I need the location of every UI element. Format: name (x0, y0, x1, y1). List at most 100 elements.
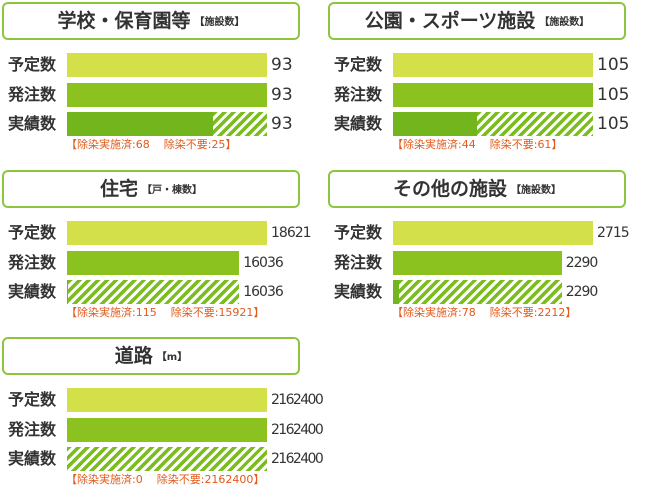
chart-title: 公園・スポーツ施設 (364, 9, 536, 32)
chart-unit-label: 【m】 (156, 351, 188, 363)
value-label-planned: 2715 (597, 225, 630, 241)
note-decontaminated-value: 115 (135, 306, 157, 319)
value-label-planned: 18621 (271, 225, 312, 241)
bar-row-ordered: 発注数 16036 (0, 251, 284, 275)
bar-row-actual: 実績数 105 (326, 112, 629, 136)
chart-unit-label: 【施設数】 (539, 16, 590, 28)
note-colon: : (132, 306, 136, 319)
note-open-bracket: 【 (392, 138, 403, 151)
category-label-ordered: 発注数 (334, 85, 383, 104)
bar-segment-not-required (68, 280, 240, 304)
bar-ordered (67, 83, 267, 107)
breakdown-note: 【 除染実施済 : 44 除染不要 : 61 】 (392, 138, 562, 151)
value-label-planned: 2162400 (271, 392, 324, 408)
bar-row-planned: 予定数 2715 (326, 221, 630, 245)
note-not-required-value: 15921 (218, 306, 254, 319)
breakdown-note: 【 除染実施済 : 68 除染不要 : 25 】 (66, 138, 236, 151)
value-label-actual: 16036 (243, 284, 284, 300)
bar-row-actual: 実績数 16036 (0, 280, 284, 304)
bar-actual (393, 280, 562, 304)
bar-row-actual: 実績数 93 (0, 112, 293, 136)
bar-actual (393, 112, 593, 136)
bar-planned (67, 221, 267, 245)
value-label-planned: 105 (597, 55, 630, 75)
note-colon: : (458, 306, 462, 319)
bar-row-actual: 実績数 2290 (326, 280, 598, 304)
note-not-required-label: 除染不要 (489, 138, 534, 151)
value-label-actual: 2162400 (271, 451, 324, 467)
chart-title: その他の施設 (392, 177, 507, 200)
chart-title: 学校・保育園等 (57, 9, 191, 32)
note-not-required-value: 25 (211, 138, 226, 151)
chart-panel-other-facilities: その他の施設 【施設数】 予定数 2715 発注数 2290 実績数 2290 … (326, 168, 650, 320)
bar-ordered (393, 83, 593, 107)
bar-actual (67, 280, 240, 304)
note-colon: : (533, 306, 538, 319)
value-label-ordered: 16036 (243, 255, 284, 271)
category-label-actual: 実績数 (8, 449, 57, 468)
note-not-required-value: 2212 (537, 306, 566, 319)
bar-planned (67, 53, 267, 77)
note-decontaminated-value: 0 (135, 473, 143, 486)
breakdown-note: 【 除染実施済 : 115 除染不要 : 15921 】 (66, 306, 264, 319)
bar-row-planned: 予定数 18621 (0, 221, 312, 245)
value-label-ordered: 105 (597, 85, 630, 105)
note-colon: : (533, 138, 538, 151)
bar-planned (67, 388, 267, 412)
note-close-bracket: 】 (253, 473, 265, 486)
category-label-ordered: 発注数 (8, 85, 57, 104)
bar-row-ordered: 発注数 93 (0, 83, 293, 107)
chart-title-frame: 学校・保育園等 【施設数】 (2, 2, 300, 40)
chart-unit-label: 【施設数】 (511, 184, 561, 196)
category-label-planned: 予定数 (8, 390, 57, 409)
note-decontaminated-value: 68 (135, 138, 150, 151)
bar-row-ordered: 発注数 2290 (326, 251, 599, 275)
note-colon: : (132, 473, 136, 486)
category-label-actual: 実績数 (334, 282, 383, 301)
value-label-actual: 105 (597, 114, 630, 134)
note-close-bracket: 】 (253, 306, 265, 319)
chart-unit-label: 【施設数】 (194, 16, 245, 28)
bar-ordered (393, 251, 562, 275)
note-not-required-label: 除染不要 (163, 138, 208, 151)
note-not-required-label: 除染不要 (156, 473, 201, 486)
bar-segment-not-required (67, 447, 267, 471)
note-close-bracket: 】 (225, 138, 237, 151)
note-decontaminated-value: 78 (461, 306, 476, 319)
note-decontaminated-label: 除染実施済 (77, 138, 132, 151)
breakdown-note: 【 除染実施済 : 0 除染不要 : 2162400 】 (66, 473, 264, 486)
chart-panel-schools: 学校・保育園等 【施設数】 予定数 93 発注数 93 実績数 93 【 除染実… (0, 0, 324, 152)
note-decontaminated-value: 44 (461, 138, 476, 151)
value-label-ordered: 2162400 (271, 422, 324, 438)
bar-actual (67, 112, 267, 136)
chart-title-frame: 公園・スポーツ施設 【施設数】 (328, 2, 626, 40)
value-label-ordered: 93 (271, 85, 293, 105)
chart-panel-parks: 公園・スポーツ施設 【施設数】 予定数 105 発注数 105 実績数 105 … (326, 0, 650, 152)
bar-ordered (67, 251, 240, 275)
note-open-bracket: 【 (66, 138, 77, 151)
category-label-actual: 実績数 (334, 114, 383, 133)
note-not-required-label: 除染不要 (170, 306, 215, 319)
note-colon: : (200, 473, 205, 486)
value-label-planned: 93 (271, 55, 293, 75)
chart-title: 住宅 (99, 177, 138, 200)
note-close-bracket: 】 (565, 306, 577, 319)
note-open-bracket: 【 (66, 306, 77, 319)
category-label-ordered: 発注数 (8, 420, 57, 439)
value-label-ordered: 2290 (565, 255, 599, 271)
chart-title-frame: その他の施設 【施設数】 (328, 170, 626, 208)
category-label-ordered: 発注数 (8, 253, 57, 272)
note-open-bracket: 【 (66, 473, 77, 486)
note-not-required-value: 61 (537, 138, 552, 151)
category-label-planned: 予定数 (8, 55, 57, 74)
bar-segment-not-required (213, 112, 267, 136)
category-label-planned: 予定数 (8, 223, 57, 242)
chart-title-frame: 住宅 【戸・棟数】 (2, 170, 300, 208)
category-label-planned: 予定数 (334, 223, 383, 242)
bar-row-ordered: 発注数 105 (326, 83, 629, 107)
category-label-planned: 予定数 (334, 55, 383, 74)
note-colon: : (207, 138, 212, 151)
category-label-ordered: 発注数 (334, 253, 383, 272)
bar-planned (393, 221, 593, 245)
bar-segment-decontaminated (67, 112, 214, 136)
